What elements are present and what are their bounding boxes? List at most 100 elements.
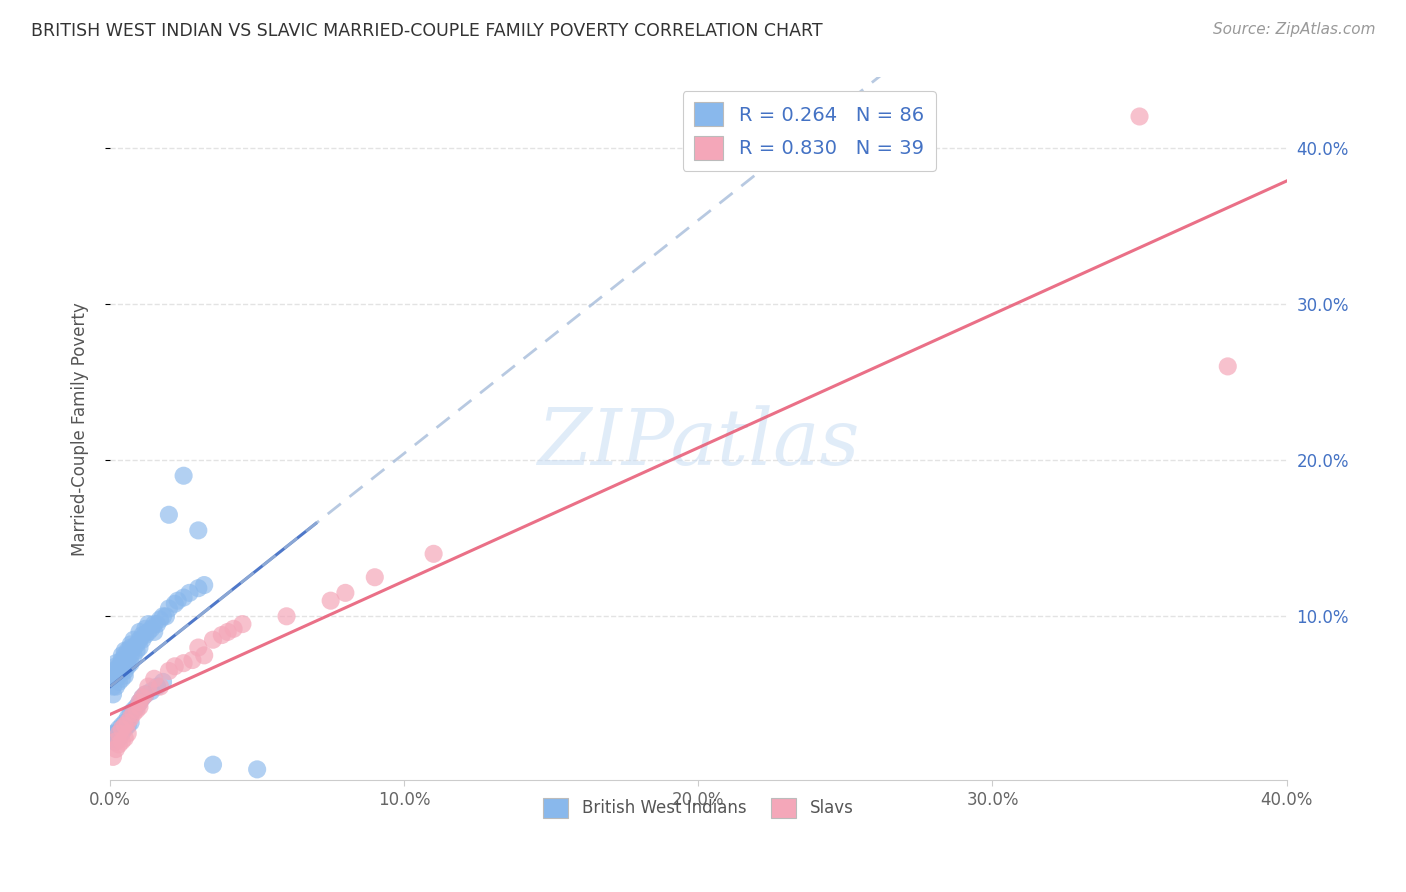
Point xyxy=(152,609,174,624)
Point xyxy=(122,706,145,720)
Point xyxy=(143,672,166,686)
Point xyxy=(422,547,444,561)
Point xyxy=(117,715,139,730)
Point xyxy=(101,734,124,748)
Point xyxy=(157,664,180,678)
Point xyxy=(335,586,357,600)
Point xyxy=(101,672,124,686)
Point xyxy=(149,612,172,626)
Point xyxy=(117,718,139,732)
Legend: British West Indians, Slavs: British West Indians, Slavs xyxy=(537,791,860,825)
Point xyxy=(104,672,127,686)
Point xyxy=(114,731,136,745)
Point xyxy=(202,632,225,647)
Point xyxy=(143,617,166,632)
Point xyxy=(157,601,180,615)
Point xyxy=(120,706,142,720)
Point xyxy=(125,637,148,651)
Point xyxy=(131,632,153,647)
Point xyxy=(125,643,148,657)
Point xyxy=(122,640,145,655)
Text: BRITISH WEST INDIAN VS SLAVIC MARRIED-COUPLE FAMILY POVERTY CORRELATION CHART: BRITISH WEST INDIAN VS SLAVIC MARRIED-CO… xyxy=(31,22,823,40)
Point xyxy=(104,726,127,740)
Point xyxy=(128,624,150,639)
Point xyxy=(146,617,169,632)
Point xyxy=(114,643,136,657)
Point xyxy=(114,659,136,673)
Point xyxy=(1216,359,1239,374)
Point xyxy=(122,648,145,663)
Point xyxy=(152,674,174,689)
Point xyxy=(134,687,156,701)
Point xyxy=(108,738,131,752)
Point xyxy=(187,524,209,538)
Point xyxy=(111,718,134,732)
Point xyxy=(117,643,139,657)
Point xyxy=(276,609,298,624)
Point xyxy=(117,711,139,725)
Point xyxy=(128,695,150,709)
Point xyxy=(136,617,159,632)
Point xyxy=(149,680,172,694)
Point xyxy=(1128,110,1150,124)
Point xyxy=(108,726,131,740)
Point xyxy=(117,726,139,740)
Point xyxy=(104,656,127,670)
Point xyxy=(108,731,131,745)
Point xyxy=(134,687,156,701)
Point xyxy=(114,722,136,736)
Point xyxy=(104,659,127,673)
Text: ZIPatlas: ZIPatlas xyxy=(537,405,859,481)
Point xyxy=(114,715,136,730)
Point xyxy=(134,622,156,636)
Point xyxy=(117,653,139,667)
Point xyxy=(193,578,215,592)
Point xyxy=(108,674,131,689)
Point xyxy=(104,742,127,756)
Point xyxy=(122,632,145,647)
Point xyxy=(131,690,153,705)
Point xyxy=(193,648,215,663)
Point xyxy=(157,508,180,522)
Point xyxy=(146,680,169,694)
Point xyxy=(117,659,139,673)
Point xyxy=(111,648,134,663)
Point xyxy=(120,648,142,663)
Point xyxy=(202,757,225,772)
Point xyxy=(187,640,209,655)
Point xyxy=(111,664,134,678)
Point xyxy=(120,656,142,670)
Point xyxy=(111,722,134,736)
Point xyxy=(173,591,195,605)
Point xyxy=(114,668,136,682)
Point xyxy=(141,622,163,636)
Y-axis label: Married-Couple Family Poverty: Married-Couple Family Poverty xyxy=(72,302,89,556)
Point xyxy=(173,656,195,670)
Point xyxy=(181,653,204,667)
Point xyxy=(101,664,124,678)
Point xyxy=(222,622,245,636)
Point xyxy=(166,593,188,607)
Point xyxy=(114,653,136,667)
Point xyxy=(231,617,253,632)
Point xyxy=(111,653,134,667)
Point xyxy=(134,628,156,642)
Point xyxy=(128,695,150,709)
Point xyxy=(125,703,148,717)
Point xyxy=(114,664,136,678)
Point xyxy=(143,624,166,639)
Point xyxy=(120,640,142,655)
Point xyxy=(136,624,159,639)
Point xyxy=(104,734,127,748)
Point xyxy=(155,609,177,624)
Point xyxy=(211,628,233,642)
Point xyxy=(108,664,131,678)
Point xyxy=(111,672,134,686)
Point xyxy=(104,734,127,748)
Point xyxy=(101,726,124,740)
Point xyxy=(173,468,195,483)
Point xyxy=(120,715,142,730)
Point xyxy=(246,763,269,777)
Point xyxy=(108,722,131,736)
Point xyxy=(128,640,150,655)
